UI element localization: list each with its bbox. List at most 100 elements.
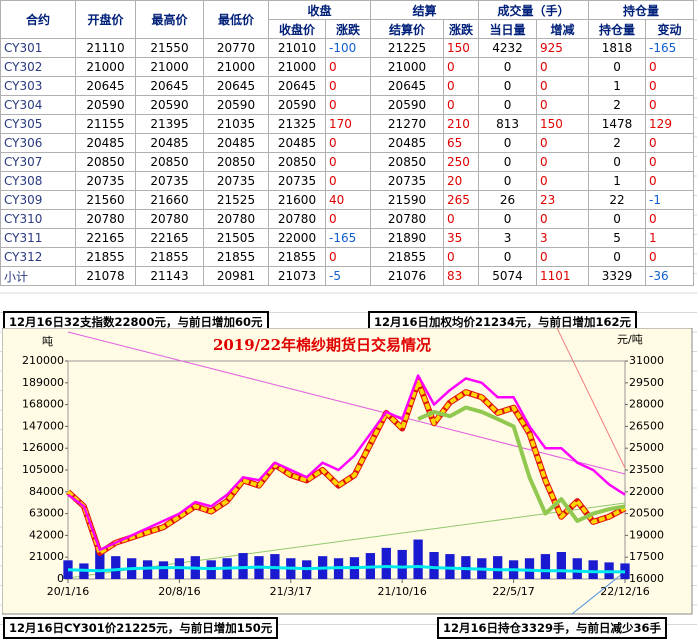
y2-tick-label: 28000 xyxy=(629,398,664,411)
cell: 0 xyxy=(324,152,372,172)
y2-axis-label: 元/吨 xyxy=(617,333,643,346)
cell: 20850 xyxy=(268,152,326,172)
y-tick-label: 105000 xyxy=(22,463,64,476)
series-line xyxy=(67,374,626,552)
cell: 5074 xyxy=(478,266,538,286)
cell: CY307 xyxy=(0,152,76,172)
cell: 20735 xyxy=(203,171,269,191)
cell: 当日量 xyxy=(478,19,538,39)
pointer xyxy=(556,328,626,469)
cell: CY303 xyxy=(0,76,76,96)
cell: 0 xyxy=(588,57,647,77)
volume-bar xyxy=(540,554,551,579)
cell: 26 xyxy=(478,190,538,210)
cell: 0 xyxy=(588,152,647,172)
cell: 20590 xyxy=(135,95,204,115)
cell: 21000 xyxy=(135,57,204,77)
cell: 21855 xyxy=(203,247,269,267)
cell: 20850 xyxy=(135,152,204,172)
pointer xyxy=(571,573,623,615)
y2-tick-label: 16000 xyxy=(629,572,664,585)
cell: 0 xyxy=(443,57,480,77)
cell: 21590 xyxy=(370,190,445,210)
cell: CY305 xyxy=(0,114,76,134)
cell: 20780 xyxy=(268,209,326,229)
cell: 0 xyxy=(645,76,695,96)
volume-bar xyxy=(445,554,455,579)
cell: 83 xyxy=(443,266,480,286)
cell: 20735 xyxy=(135,171,204,191)
cell: 20645 xyxy=(75,76,136,96)
cell: 0 xyxy=(443,247,480,267)
cell: 20590 xyxy=(203,95,269,115)
cell: CY311 xyxy=(0,228,76,248)
plot-area xyxy=(67,360,626,580)
cell: CY306 xyxy=(0,133,76,153)
cell: 0 xyxy=(478,133,538,153)
cell: 3 xyxy=(536,228,590,248)
cell: 20485 xyxy=(135,133,204,153)
cell: 21078 xyxy=(75,266,136,286)
cell: 21560 xyxy=(75,190,136,210)
cell: 20485 xyxy=(203,133,269,153)
x-tick-label: 20/8/16 xyxy=(158,585,200,598)
cell: 结算价 xyxy=(370,19,445,39)
volume-bar xyxy=(413,539,423,579)
cell: 0 xyxy=(645,171,695,191)
cell: 0 xyxy=(536,76,590,96)
cell: 22165 xyxy=(135,228,204,248)
cell: 21855 xyxy=(75,247,136,267)
cell: 20735 xyxy=(75,171,136,191)
cell: 21076 xyxy=(370,266,445,286)
x-tick-label: 22/12/16 xyxy=(600,585,649,598)
cell: 涨跌 xyxy=(443,19,480,39)
cell: 1 xyxy=(588,171,647,191)
cell: 0 xyxy=(536,209,590,229)
cell: 0 xyxy=(645,57,695,77)
x-tick-label: 22/5/17 xyxy=(492,585,534,598)
cell: 925 xyxy=(536,38,590,58)
cell: CY301 xyxy=(0,38,76,58)
cell: 0 xyxy=(588,209,647,229)
cell: 0 xyxy=(645,152,695,172)
price-table: 合约 开盘价 最高价 最低价 收盘 结算 成交量（手） 持仓量 收盘价 涨跌 结算价 涨跌 当日量 增减持… xyxy=(0,0,695,286)
cell: 收盘价 xyxy=(268,19,326,39)
cell: 开盘价 xyxy=(75,0,136,39)
y2-tick-label: 23500 xyxy=(629,463,664,476)
cell: -1 xyxy=(645,190,695,210)
cell: 21010 xyxy=(268,38,326,58)
x-tick-label: 21/10/16 xyxy=(377,585,426,598)
cell: 0 xyxy=(324,209,372,229)
cell: 20780 xyxy=(135,209,204,229)
volume-bar xyxy=(524,558,535,579)
volume-bar xyxy=(142,560,153,579)
series-line xyxy=(417,405,626,523)
cell: 1101 xyxy=(536,266,590,286)
cell: 4232 xyxy=(478,38,538,58)
cell: 40 xyxy=(324,190,372,210)
y-tick-label: 168000 xyxy=(22,398,64,411)
cell: 20735 xyxy=(268,171,326,191)
cell: 增减 xyxy=(536,19,590,39)
y-tick-label: 210000 xyxy=(22,354,64,367)
volume-bar xyxy=(429,552,439,579)
cell: 持仓量 xyxy=(588,19,647,39)
y-tick-label: 126000 xyxy=(22,441,64,454)
cell: 21550 xyxy=(135,38,204,58)
cell: 涨跌 xyxy=(324,19,372,39)
cell: 21325 xyxy=(268,114,326,134)
volume-bar xyxy=(238,553,248,579)
y2-tick-label: 20500 xyxy=(629,507,664,520)
x-tick-label: 20/1/16 xyxy=(47,585,89,598)
cell: 0 xyxy=(443,76,480,96)
cell: 2 xyxy=(588,133,647,153)
cell: 0 xyxy=(645,95,695,115)
cell: 合约 xyxy=(0,0,76,39)
cell: 5 xyxy=(588,228,647,248)
cell: 20780 xyxy=(75,209,136,229)
cell: 0 xyxy=(478,247,538,267)
volume-bar xyxy=(158,561,169,579)
cell: 250 xyxy=(443,152,480,172)
cell: 20485 xyxy=(75,133,136,153)
volume-bar xyxy=(397,549,407,579)
